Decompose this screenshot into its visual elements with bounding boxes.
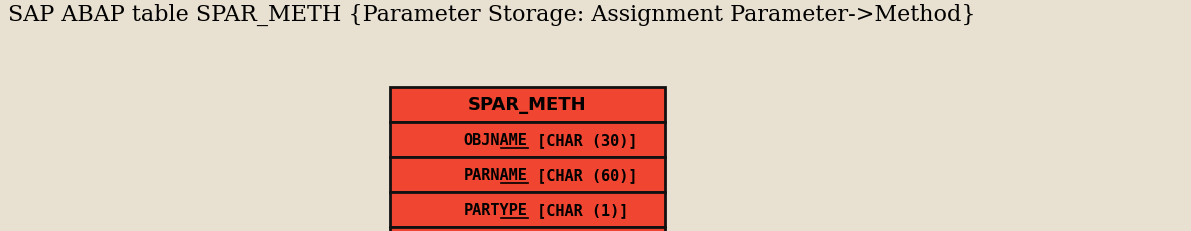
Bar: [389, 88, 665, 122]
Text: SAP ABAP table SPAR_METH {Parameter Storage: Assignment Parameter->Method}: SAP ABAP table SPAR_METH {Parameter Stor…: [8, 4, 975, 26]
Text: SPAR_METH: SPAR_METH: [468, 96, 587, 114]
Text: [CHAR (30)]: [CHAR (30)]: [528, 132, 637, 147]
Text: PARNAME: PARNAME: [463, 167, 528, 182]
Text: PARTYPE: PARTYPE: [463, 202, 528, 217]
Bar: [389, 192, 665, 227]
Bar: [389, 122, 665, 157]
Bar: [389, 157, 665, 192]
Text: [CHAR (60)]: [CHAR (60)]: [528, 167, 637, 182]
Text: [CHAR (1)]: [CHAR (1)]: [528, 202, 628, 217]
Text: OBJNAME: OBJNAME: [463, 132, 528, 147]
Bar: [389, 227, 665, 231]
